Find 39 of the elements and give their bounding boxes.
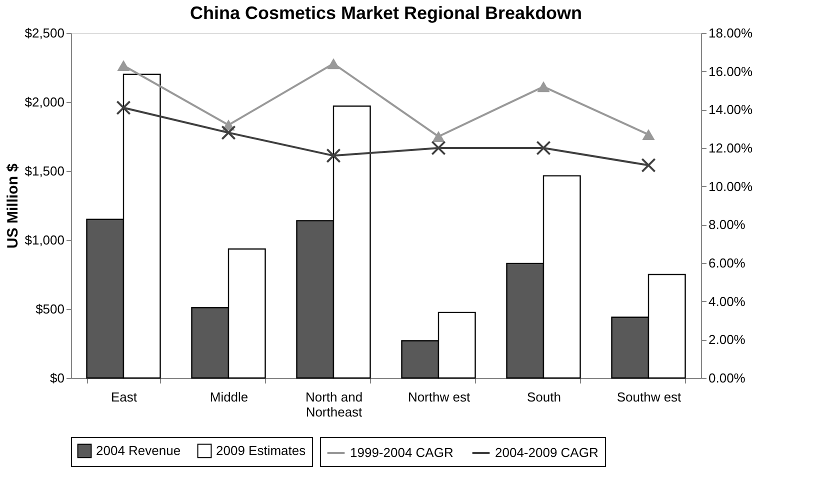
- x-tick-label: East: [110, 390, 138, 404]
- chart-title: China Cosmetics Market Regional Breakdown: [190, 3, 582, 23]
- legend-label: 2009 Estimates: [216, 442, 306, 458]
- point: [641, 158, 656, 173]
- x-tick-label: North and Northeast: [305, 390, 363, 420]
- point: [642, 129, 655, 140]
- point: [221, 125, 236, 140]
- point: [117, 60, 130, 72]
- x-tick-label: South: [527, 390, 561, 404]
- y2-tick-label: 0.00%: [708, 370, 746, 386]
- y2-tick-label: 14.00%: [708, 102, 754, 118]
- y-tick-label: $1,500: [24, 164, 64, 178]
- point: [327, 58, 340, 70]
- y-tick-label: $0: [50, 370, 64, 386]
- x-tick-label: Northw est: [408, 390, 470, 404]
- y2-tick-label: 2.00%: [708, 332, 746, 348]
- point: [536, 140, 551, 156]
- y2-tick-label: 12.00%: [708, 140, 754, 156]
- y-tick-label: $2,000: [24, 94, 64, 110]
- y-axis-title: US Million $: [4, 162, 22, 249]
- y2-tick-label: 10.00%: [708, 178, 754, 194]
- legend-label: 1999-2004 CAGR: [350, 445, 454, 460]
- point: [326, 148, 341, 163]
- x-tick-label: Middle: [210, 390, 248, 404]
- legend-label: 2004 Revenue: [96, 442, 181, 458]
- y2-tick-label: 8.00%: [708, 217, 746, 232]
- y-tick-label: $500: [36, 302, 64, 316]
- point: [537, 81, 550, 92]
- x-tick-label: Southw est: [616, 390, 682, 404]
- y2-tick-label: 18.00%: [708, 26, 754, 40]
- y2-tick-label: 6.00%: [708, 256, 746, 270]
- y-tick-label: $2,500: [24, 26, 64, 40]
- y2-tick-label: 4.00%: [708, 294, 746, 309]
- point: [431, 140, 446, 156]
- point: [432, 131, 445, 142]
- point: [116, 100, 131, 116]
- legend-label: 2004-2009 CAGR: [495, 445, 598, 460]
- y2-tick-label: 16.00%: [708, 64, 754, 79]
- y-tick-label: $1,000: [24, 232, 64, 248]
